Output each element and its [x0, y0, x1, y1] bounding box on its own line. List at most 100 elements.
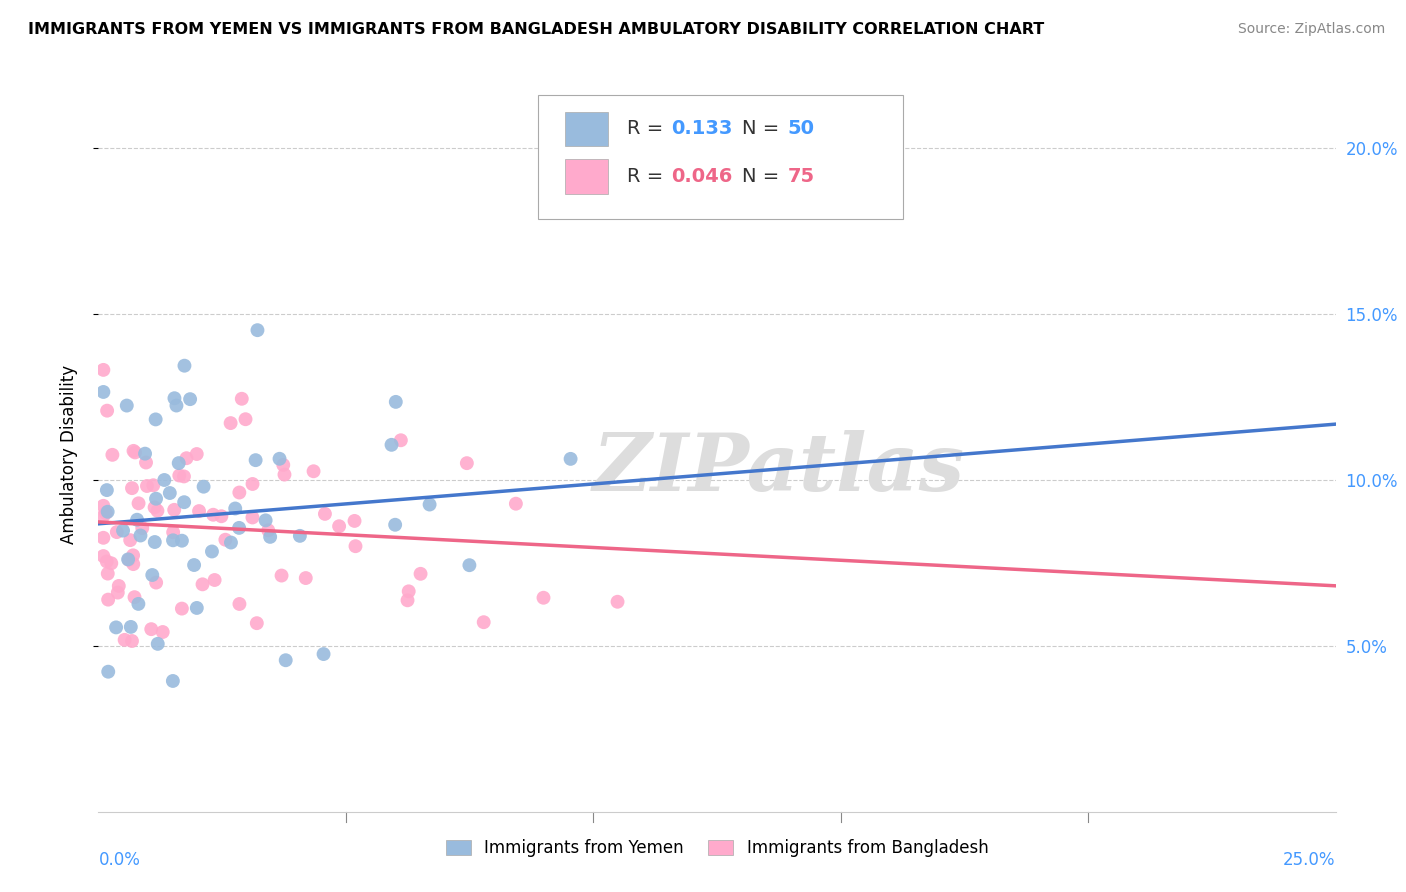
- Point: [224, 501, 246, 516]
- Point: [176, 451, 198, 466]
- Point: [235, 412, 257, 426]
- Point: [505, 497, 527, 511]
- Point: [409, 566, 432, 581]
- Text: 25.0%: 25.0%: [1284, 851, 1336, 869]
- Point: [135, 456, 157, 470]
- Point: [173, 359, 195, 373]
- Point: [271, 458, 294, 472]
- Point: [112, 524, 135, 538]
- Point: [270, 568, 292, 582]
- Point: [169, 468, 191, 483]
- Point: [97, 505, 120, 519]
- Point: [105, 525, 128, 540]
- Point: [162, 533, 184, 548]
- Point: [141, 622, 163, 636]
- Point: [456, 456, 478, 470]
- Point: [121, 634, 143, 648]
- Point: [228, 597, 250, 611]
- Point: [179, 392, 201, 406]
- Point: [219, 535, 242, 549]
- Point: [560, 451, 582, 466]
- Point: [170, 533, 193, 548]
- Point: [94, 506, 117, 520]
- Point: [201, 544, 224, 558]
- Point: [231, 392, 253, 406]
- Text: Source: ZipAtlas.com: Source: ZipAtlas.com: [1237, 22, 1385, 37]
- Point: [122, 557, 145, 571]
- Point: [302, 464, 325, 478]
- Point: [93, 531, 115, 545]
- Point: [186, 447, 208, 461]
- Point: [145, 491, 167, 506]
- Text: ZIPatlas: ZIPatlas: [593, 431, 965, 508]
- Point: [120, 533, 142, 548]
- FancyBboxPatch shape: [565, 112, 609, 146]
- Point: [146, 504, 169, 518]
- Point: [124, 445, 146, 459]
- Point: [146, 637, 169, 651]
- Point: [242, 477, 264, 491]
- Point: [533, 591, 555, 605]
- Point: [458, 558, 481, 573]
- Point: [100, 556, 122, 570]
- Point: [162, 525, 184, 540]
- Point: [127, 597, 149, 611]
- Text: R =: R =: [627, 120, 669, 138]
- Point: [93, 509, 115, 524]
- Point: [193, 480, 215, 494]
- Point: [143, 500, 166, 515]
- Point: [246, 323, 269, 337]
- Text: 0.046: 0.046: [671, 167, 733, 186]
- Point: [173, 495, 195, 509]
- Point: [186, 601, 208, 615]
- Text: IMMIGRANTS FROM YEMEN VS IMMIGRANTS FROM BANGLADESH AMBULATORY DISABILITY CORREL: IMMIGRANTS FROM YEMEN VS IMMIGRANTS FROM…: [28, 22, 1045, 37]
- Point: [245, 453, 267, 467]
- Point: [118, 553, 141, 567]
- Point: [380, 438, 402, 452]
- Point: [107, 585, 129, 599]
- Point: [472, 615, 495, 630]
- Text: R =: R =: [627, 167, 669, 186]
- Point: [163, 503, 186, 517]
- Text: 0.133: 0.133: [671, 120, 733, 138]
- Point: [288, 529, 311, 543]
- Text: 0.0%: 0.0%: [98, 851, 141, 869]
- Point: [294, 571, 316, 585]
- Point: [385, 395, 408, 409]
- Point: [134, 447, 156, 461]
- Point: [228, 521, 250, 535]
- Point: [343, 514, 366, 528]
- Point: [115, 399, 138, 413]
- Point: [188, 504, 211, 518]
- Point: [93, 384, 115, 399]
- Point: [96, 403, 118, 417]
- Point: [117, 552, 139, 566]
- Point: [167, 456, 190, 470]
- Point: [127, 513, 149, 527]
- Point: [136, 479, 159, 493]
- Legend: Immigrants from Yemen, Immigrants from Bangladesh: Immigrants from Yemen, Immigrants from B…: [439, 833, 995, 864]
- Point: [214, 533, 236, 547]
- Text: N =: N =: [742, 120, 786, 138]
- Point: [254, 513, 277, 527]
- Y-axis label: Ambulatory Disability: Ambulatory Disability: [59, 366, 77, 544]
- Point: [107, 579, 129, 593]
- Point: [162, 673, 184, 688]
- FancyBboxPatch shape: [565, 160, 609, 194]
- Point: [419, 498, 441, 512]
- Point: [344, 539, 367, 553]
- Point: [259, 530, 281, 544]
- Point: [314, 507, 336, 521]
- Point: [142, 478, 165, 492]
- Point: [606, 595, 628, 609]
- Point: [389, 434, 412, 448]
- Point: [129, 528, 152, 542]
- Point: [173, 469, 195, 483]
- Point: [145, 412, 167, 426]
- Point: [246, 616, 269, 631]
- Point: [219, 416, 242, 430]
- Text: 50: 50: [787, 120, 814, 138]
- Point: [96, 554, 118, 568]
- Point: [121, 481, 143, 495]
- Point: [242, 510, 264, 524]
